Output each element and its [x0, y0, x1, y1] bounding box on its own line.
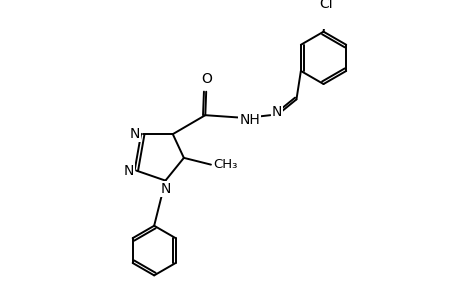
Text: Cl: Cl: [318, 0, 332, 11]
Text: N: N: [160, 182, 171, 196]
Text: NH: NH: [239, 113, 259, 127]
Text: N: N: [129, 127, 140, 141]
Text: CH₃: CH₃: [213, 158, 237, 171]
Text: O: O: [200, 72, 211, 86]
Text: N: N: [123, 164, 134, 178]
Text: N: N: [271, 105, 281, 118]
